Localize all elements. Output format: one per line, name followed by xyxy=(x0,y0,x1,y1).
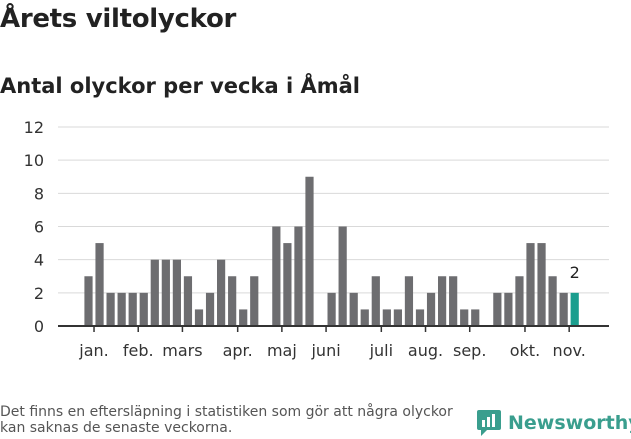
bar xyxy=(426,292,436,326)
bar xyxy=(283,243,292,326)
footnote: Det finns en eftersläpning i statistiken… xyxy=(0,404,453,436)
bar xyxy=(272,226,281,326)
bar xyxy=(559,292,568,326)
y-tick-label: 12 xyxy=(24,118,44,137)
bar xyxy=(161,259,170,326)
bar xyxy=(172,259,181,326)
bar xyxy=(128,292,137,326)
bar xyxy=(217,259,226,326)
chart-subtitle: Antal olyckor per vecka i Åmål xyxy=(0,74,360,98)
brand-name: Newsworthy xyxy=(508,412,631,434)
y-tick-label: 2 xyxy=(34,284,44,303)
bar xyxy=(106,292,115,326)
bar xyxy=(95,243,104,326)
bar xyxy=(382,309,391,326)
x-tick-label: juni xyxy=(310,341,340,360)
x-tick-label: juli xyxy=(369,341,393,360)
y-tick-label: 6 xyxy=(34,218,44,237)
bar xyxy=(117,292,126,326)
x-tick-label: mars xyxy=(162,341,202,360)
bar xyxy=(150,259,159,326)
bar xyxy=(471,309,480,326)
x-tick-label: sep. xyxy=(453,341,486,360)
bar-highlight xyxy=(570,292,579,326)
bar xyxy=(194,309,204,326)
bar xyxy=(449,276,458,326)
bar xyxy=(305,176,314,326)
bar xyxy=(371,276,380,326)
x-tick-label: apr. xyxy=(223,341,253,360)
bar xyxy=(515,276,524,326)
bar xyxy=(349,292,358,326)
x-tick-label: feb. xyxy=(123,341,154,360)
x-tick-label: aug. xyxy=(408,341,443,360)
bar xyxy=(327,292,336,326)
bar xyxy=(415,309,425,326)
newsworthy-logo-icon xyxy=(477,410,501,436)
y-tick-label: 10 xyxy=(24,151,44,170)
bar xyxy=(228,276,237,326)
bar xyxy=(537,243,546,326)
y-tick-label: 4 xyxy=(34,251,44,270)
bar xyxy=(404,276,414,326)
y-tick-label: 0 xyxy=(34,317,44,336)
y-tick-label: 8 xyxy=(34,184,44,203)
brand-logo[interactable]: Newsworthy xyxy=(476,409,631,437)
bar xyxy=(493,292,502,326)
bar xyxy=(393,309,402,326)
x-tick-label: maj xyxy=(267,341,297,360)
x-tick-label: okt. xyxy=(510,341,540,360)
bar xyxy=(183,276,193,326)
bar xyxy=(84,276,93,326)
bar xyxy=(438,276,447,326)
bar xyxy=(205,292,215,326)
bar xyxy=(526,243,535,326)
bar xyxy=(548,276,557,326)
bar xyxy=(338,226,347,326)
bar xyxy=(460,309,469,326)
bar-data-label: 2 xyxy=(570,263,580,282)
page-title: Årets viltolyckor xyxy=(0,4,237,34)
bar xyxy=(504,292,513,326)
x-tick-label: jan. xyxy=(78,341,108,360)
x-tick-label: nov. xyxy=(553,341,586,360)
bar xyxy=(139,292,148,326)
bar xyxy=(294,226,303,326)
bar xyxy=(360,309,369,326)
bar xyxy=(250,276,259,326)
bar xyxy=(239,309,248,326)
